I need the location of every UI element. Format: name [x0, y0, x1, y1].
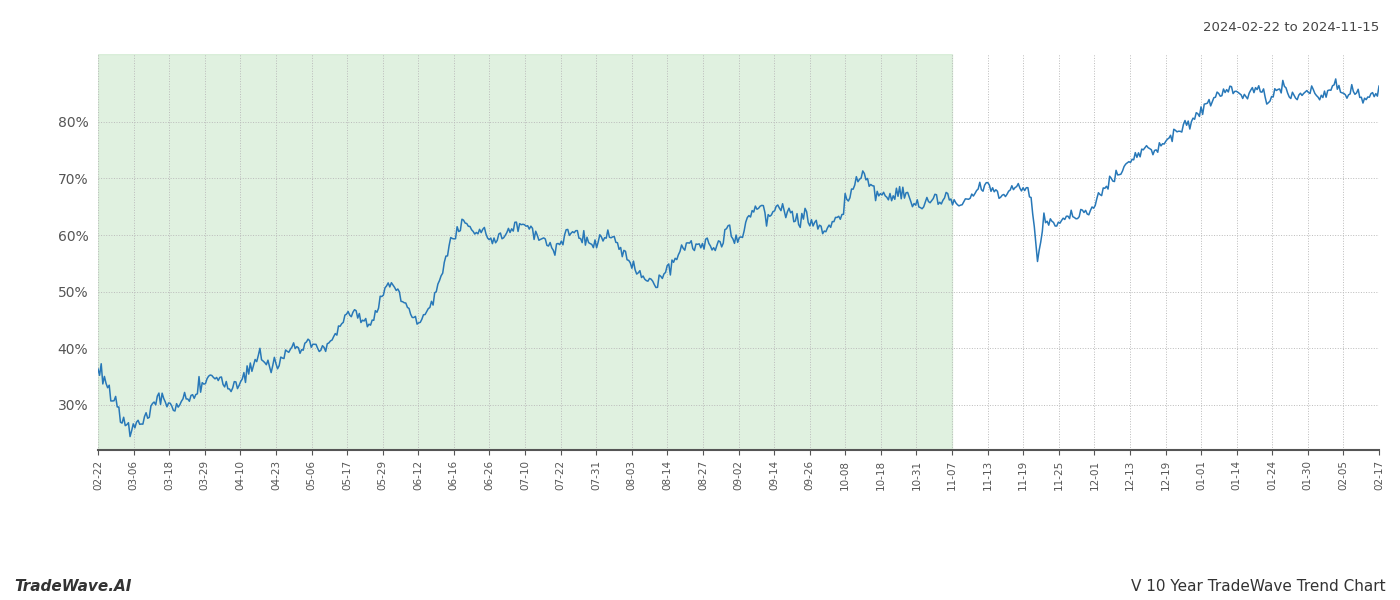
Bar — [98, 54, 952, 450]
Text: TradeWave.AI: TradeWave.AI — [14, 579, 132, 594]
Text: 2024-02-22 to 2024-11-15: 2024-02-22 to 2024-11-15 — [1203, 21, 1379, 34]
Text: V 10 Year TradeWave Trend Chart: V 10 Year TradeWave Trend Chart — [1131, 579, 1386, 594]
